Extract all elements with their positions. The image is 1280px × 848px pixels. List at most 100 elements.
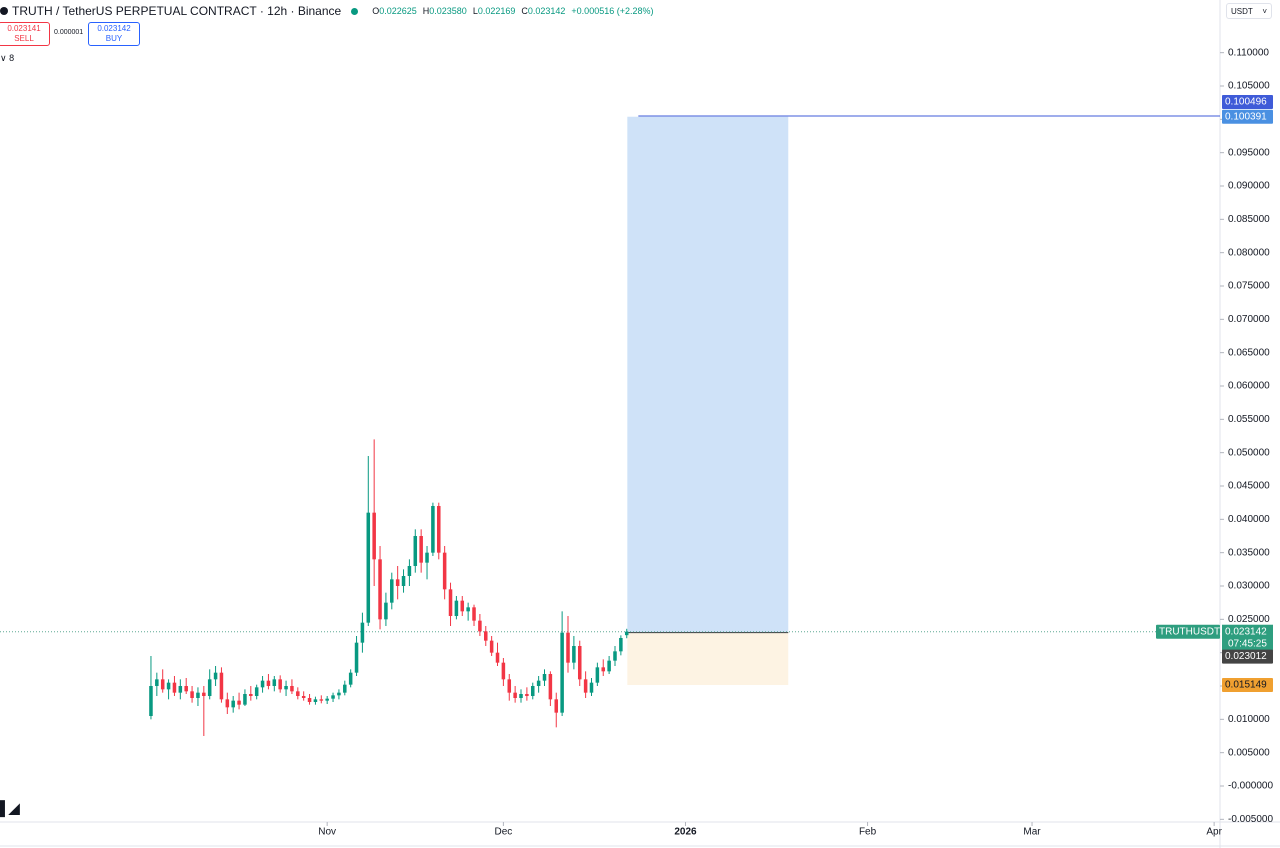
candle-body — [484, 631, 488, 641]
candle-body — [572, 646, 576, 663]
ohlc-low: L0.022169 — [473, 6, 516, 16]
candle-body — [619, 638, 623, 652]
symbol-title[interactable]: TRUTH / TetherUS PERPETUAL CONTRACT · 12… — [12, 4, 342, 18]
y-tick-label: 0.010000 — [1228, 714, 1270, 725]
ohlc-high: H0.023580 — [423, 6, 467, 16]
candle-body — [431, 506, 435, 553]
candle-body — [530, 686, 535, 696]
candle-body — [325, 698, 329, 701]
candle-body — [190, 691, 194, 698]
ohlc-label: L — [472, 6, 478, 16]
sell-button[interactable]: 0.023141 SELL — [0, 22, 50, 46]
ohlc-open: O0.022625 — [372, 6, 417, 16]
candle-body — [495, 652, 500, 663]
candle-body — [202, 692, 206, 696]
ohlc-label: H — [422, 6, 430, 16]
y-tick-label: 0.080000 — [1228, 247, 1270, 258]
candle-body — [395, 579, 400, 586]
y-tick-label: -0.005000 — [1228, 814, 1273, 825]
candle-body — [225, 699, 230, 708]
y-tick-label: 0.025000 — [1228, 614, 1270, 625]
candle-body — [448, 589, 453, 616]
last-price-tag: 0.023142 — [1225, 626, 1267, 637]
candle-body — [554, 699, 559, 713]
target-tag: 0.100391 — [1225, 111, 1267, 122]
caret: ˅ — [1262, 7, 1267, 16]
spread: 0.000001 — [54, 29, 84, 36]
hline-tag-bg — [1222, 95, 1273, 110]
candle-body — [489, 640, 494, 653]
candle-body — [513, 692, 517, 698]
candle-body — [360, 622, 365, 643]
candle-body — [407, 566, 412, 576]
candle-body — [378, 559, 382, 620]
y-tick-label: 0.030000 — [1228, 581, 1270, 592]
ohlc-label: O — [372, 6, 380, 16]
candle-body — [507, 679, 512, 693]
candle-body — [536, 680, 541, 686]
candle-body — [384, 602, 388, 620]
ohlc: O0.022625 H0.023580 L0.022169 C0.023142 … — [372, 6, 653, 16]
y-tick-label: 0.110000 — [1228, 47, 1269, 58]
symbol-tag-bg — [1156, 624, 1220, 639]
candle-body — [260, 680, 265, 688]
sell-label: SELL — [14, 34, 34, 43]
buy-label: BUY — [105, 34, 123, 43]
candle-body — [160, 679, 165, 690]
y-tick-label: 0.090000 — [1228, 181, 1270, 192]
candle-body — [207, 679, 212, 696]
candle-body — [319, 699, 324, 701]
candle-body — [213, 672, 218, 680]
y-tick-label: 0.095000 — [1228, 147, 1270, 158]
y-tick-label: 0.005000 — [1228, 747, 1270, 758]
ohlc-value: 0.022169 — [477, 6, 516, 16]
candle-body — [313, 699, 318, 702]
logo: ▌◢ — [0, 800, 20, 816]
y-tick-label: -0.000000 — [1228, 781, 1273, 792]
candle-body — [231, 700, 235, 708]
candle-body — [296, 691, 300, 696]
candle-body — [454, 600, 459, 616]
x-tick-label: Nov — [318, 827, 336, 838]
candle-body — [390, 579, 394, 603]
ohlc-close: C0.023142 — [521, 6, 565, 16]
candle-body — [437, 506, 441, 553]
y-tick-label: 0.050000 — [1228, 447, 1270, 458]
candle-body — [501, 662, 506, 680]
candle-body — [301, 696, 306, 698]
entry-tag: 0.023012 — [1225, 651, 1267, 662]
buy-button[interactable]: 0.023142 BUY — [88, 22, 140, 46]
candle-body — [624, 631, 629, 636]
indicator-toggle[interactable]: ∨ 8 — [0, 53, 15, 63]
buy-price: 0.023142 — [97, 24, 131, 33]
entry-tag-bg — [1222, 649, 1273, 664]
ohlc-change: +0.000516 (+2.28%) — [571, 6, 654, 16]
candle-body — [254, 687, 259, 696]
candle-body — [366, 512, 371, 623]
candle-body — [166, 682, 171, 690]
candle-body — [237, 700, 241, 705]
candle-body — [348, 672, 353, 685]
y-tick-label: 0.035000 — [1228, 547, 1270, 558]
candle-body — [413, 536, 418, 566]
ohlc-value: 0.022625 — [379, 6, 417, 16]
candle-body — [613, 651, 617, 661]
candle-body — [525, 694, 529, 696]
candle-body — [278, 679, 282, 690]
symbol-icon — [0, 7, 8, 15]
candle-body — [425, 552, 429, 563]
currency: USDT — [1231, 7, 1253, 16]
indicator-count: 8 — [9, 53, 15, 63]
currency-select[interactable]: USDT ˅ — [1226, 3, 1272, 19]
candle-body — [372, 512, 376, 560]
candle-body — [442, 552, 447, 590]
candle-body — [577, 646, 582, 680]
x-tick-label: Dec — [494, 827, 512, 838]
candle-body — [401, 576, 406, 586]
candle-body — [243, 694, 247, 705]
ohlc-value: 0.023580 — [429, 6, 467, 16]
candle-body — [519, 694, 523, 698]
x-tick-label: 2026 — [674, 827, 697, 838]
y-tick-label: 0.105000 — [1228, 81, 1270, 92]
